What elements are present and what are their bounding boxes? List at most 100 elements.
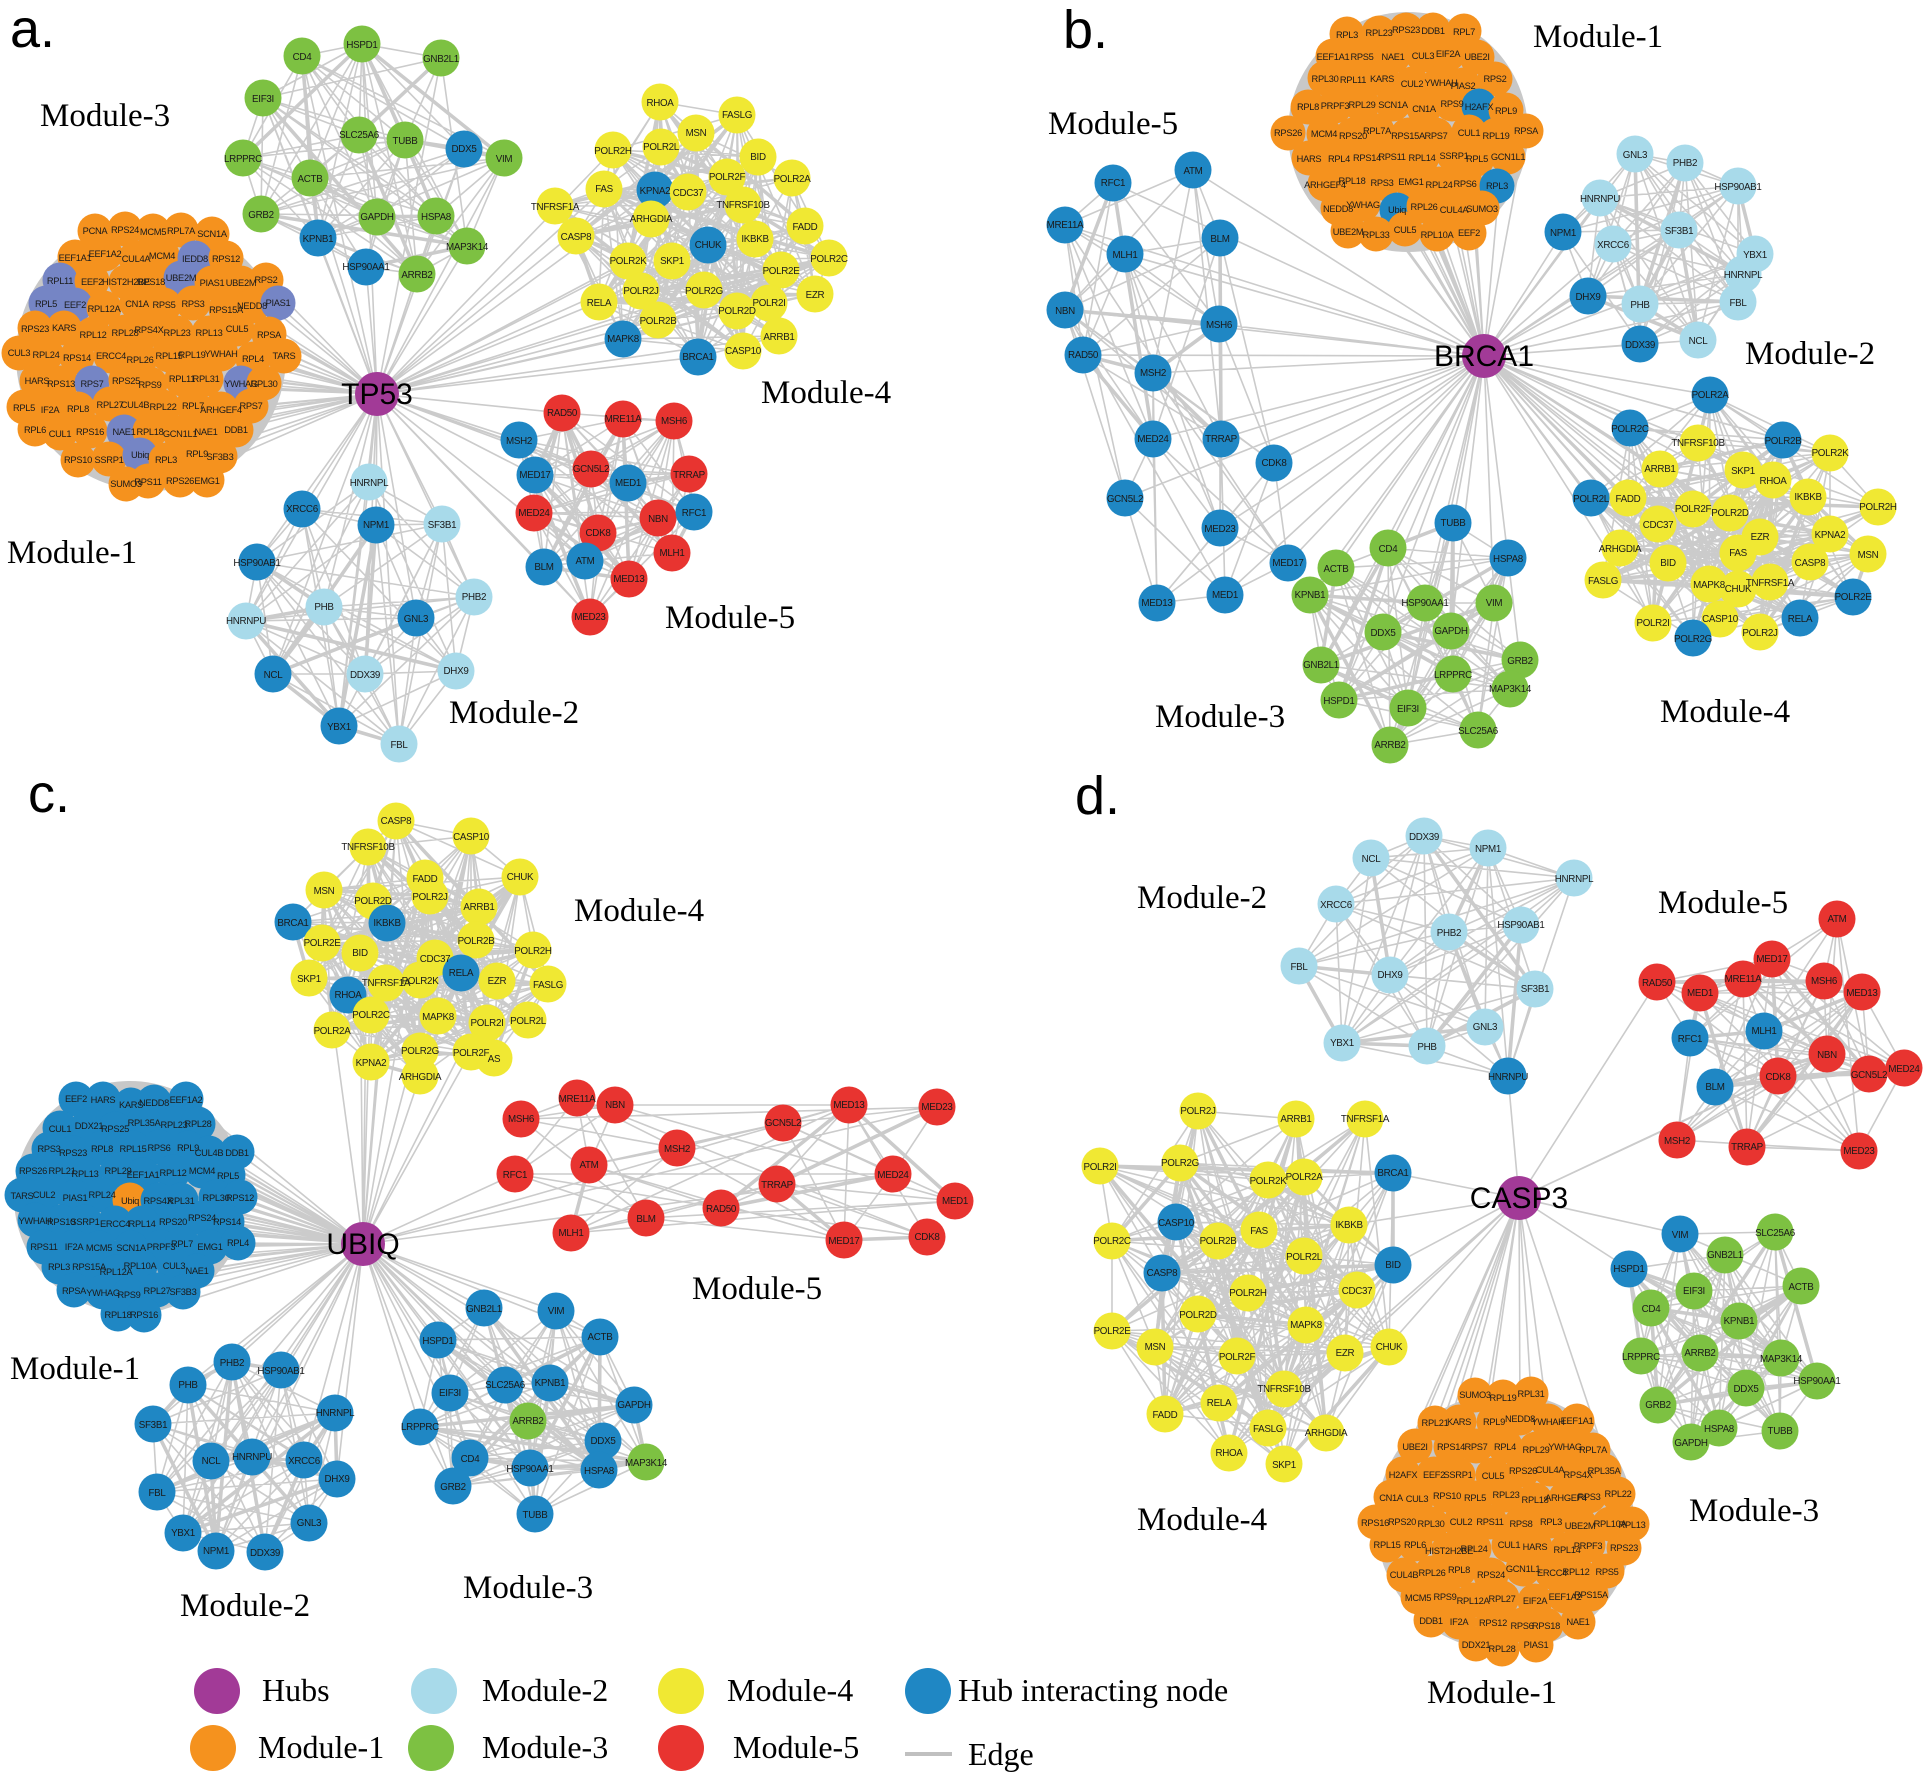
svg-text:NAE1: NAE1 [194, 427, 217, 437]
svg-text:IEDD8: IEDD8 [182, 254, 208, 264]
svg-text:Module-2: Module-2 [180, 1588, 310, 1624]
svg-text:Ubiq: Ubiq [121, 1196, 139, 1206]
svg-text:POLR2B: POLR2B [640, 316, 678, 327]
svg-text:MSH2: MSH2 [506, 436, 532, 447]
svg-text:NEDD8: NEDD8 [1505, 1414, 1535, 1424]
svg-text:SF3B1: SF3B1 [1665, 226, 1693, 237]
svg-text:RPL29: RPL29 [105, 1166, 132, 1176]
svg-text:Module-5: Module-5 [733, 1729, 859, 1765]
svg-text:CHUK: CHUK [695, 240, 722, 251]
svg-text:CN1A: CN1A [1412, 104, 1437, 114]
svg-text:FASLG: FASLG [533, 980, 563, 991]
svg-text:MAPK8: MAPK8 [607, 334, 640, 345]
svg-text:CASP10: CASP10 [1158, 1218, 1195, 1229]
svg-text:RFC1: RFC1 [682, 508, 706, 519]
svg-text:RPL12: RPL12 [160, 1168, 187, 1178]
svg-text:TRRAP: TRRAP [1205, 434, 1237, 445]
svg-text:RPS2: RPS2 [254, 275, 277, 285]
svg-text:ERCC4: ERCC4 [100, 1219, 130, 1229]
svg-text:VIM: VIM [548, 1306, 565, 1317]
svg-text:RPS5: RPS5 [152, 300, 175, 310]
svg-text:DDB1: DDB1 [224, 425, 248, 435]
svg-text:MSN: MSN [1145, 1342, 1166, 1353]
svg-text:HNRNPU: HNRNPU [226, 616, 266, 627]
svg-text:RPL10A: RPL10A [1594, 1519, 1628, 1529]
svg-text:EZR: EZR [488, 976, 507, 987]
svg-text:GAPDH: GAPDH [1674, 1438, 1708, 1449]
svg-text:RPL28: RPL28 [185, 1119, 212, 1129]
svg-text:MAPK8: MAPK8 [1290, 1320, 1323, 1331]
svg-text:XRCC6: XRCC6 [288, 1456, 321, 1467]
svg-text:YWHAG: YWHAG [86, 1288, 120, 1298]
svg-text:HARS: HARS [25, 376, 50, 386]
svg-text:POLR2G: POLR2G [401, 1046, 439, 1057]
svg-text:BID: BID [352, 948, 368, 959]
svg-text:PIAS1: PIAS1 [200, 278, 225, 288]
svg-text:NEDD8: NEDD8 [139, 1098, 169, 1108]
svg-text:RPL9: RPL9 [1483, 1417, 1505, 1427]
svg-text:RPSA: RPSA [1514, 126, 1539, 136]
svg-text:RPS15A: RPS15A [72, 1262, 107, 1272]
svg-text:SCN1A: SCN1A [197, 229, 228, 239]
svg-text:EZR: EZR [1336, 1348, 1355, 1359]
svg-text:RPL29: RPL29 [1523, 1445, 1550, 1455]
svg-text:RPS13: RPS13 [47, 379, 75, 389]
svg-text:XRCC6: XRCC6 [1320, 900, 1353, 911]
svg-text:RPL27: RPL27 [144, 1286, 171, 1296]
svg-text:DDX21: DDX21 [75, 1121, 104, 1131]
svg-text:LRPPRC: LRPPRC [401, 1422, 439, 1433]
svg-text:BID: BID [1385, 1260, 1401, 1271]
svg-text:MED23: MED23 [574, 612, 606, 623]
svg-text:NAE1: NAE1 [1566, 1617, 1589, 1627]
svg-text:EEF1A1: EEF1A1 [1317, 52, 1350, 62]
svg-text:EEF1A2: EEF1A2 [170, 1095, 203, 1105]
svg-text:MSH2: MSH2 [664, 1144, 690, 1155]
svg-text:CUL3: CUL3 [1412, 51, 1435, 61]
svg-text:RPL23: RPL23 [161, 1120, 188, 1130]
svg-text:Module-4: Module-4 [761, 375, 891, 411]
svg-text:EEF2: EEF2 [65, 1094, 87, 1104]
svg-text:KARS: KARS [1370, 74, 1394, 84]
svg-text:CHUK: CHUK [507, 872, 534, 883]
svg-text:RPL3: RPL3 [48, 1262, 70, 1272]
svg-text:RPL18: RPL18 [1522, 1495, 1549, 1505]
svg-text:POLR2I: POLR2I [1636, 618, 1669, 629]
svg-text:CUL4A: CUL4A [1440, 205, 1470, 215]
svg-text:RPL29: RPL29 [1349, 100, 1376, 110]
svg-text:MED1: MED1 [1687, 988, 1713, 999]
svg-text:CUL2: CUL2 [1401, 79, 1424, 89]
svg-text:SLC25A6: SLC25A6 [485, 1380, 526, 1391]
svg-text:RPL12A: RPL12A [100, 1267, 134, 1277]
svg-text:RPL9: RPL9 [177, 1143, 199, 1153]
svg-text:ARHGEF4: ARHGEF4 [1545, 1493, 1587, 1503]
svg-text:RPS15A: RPS15A [209, 305, 244, 315]
svg-text:POLR2C: POLR2C [810, 254, 848, 265]
svg-text:RPL19: RPL19 [1490, 1393, 1517, 1403]
svg-text:MSN: MSN [686, 128, 707, 139]
svg-text:RPL7: RPL7 [182, 401, 204, 411]
svg-text:RPS4X: RPS4X [1564, 1470, 1593, 1480]
svg-text:EEF1A1: EEF1A1 [127, 1170, 160, 1180]
svg-text:GNL3: GNL3 [1623, 150, 1648, 161]
svg-text:RPL8: RPL8 [1297, 102, 1319, 112]
svg-text:FADD: FADD [1616, 494, 1641, 505]
svg-text:RPS11: RPS11 [134, 477, 161, 487]
svg-text:RPL5: RPL5 [35, 299, 57, 309]
svg-text:CUL3: CUL3 [1406, 1494, 1429, 1504]
svg-text:TRRAP: TRRAP [761, 1180, 793, 1191]
svg-text:EIF3I: EIF3I [1683, 1286, 1705, 1297]
svg-text:CHUK: CHUK [1725, 584, 1752, 595]
svg-text:MLH1: MLH1 [1752, 1026, 1777, 1037]
svg-text:POLR2J: POLR2J [1742, 628, 1778, 639]
svg-text:Module-3: Module-3 [463, 1570, 593, 1606]
svg-text:TP53: TP53 [341, 378, 413, 411]
svg-text:RPL6: RPL6 [1404, 1540, 1426, 1550]
svg-text:CUL1: CUL1 [49, 1124, 72, 1134]
svg-text:RPL24: RPL24 [1426, 180, 1453, 190]
svg-text:MED17: MED17 [519, 470, 550, 481]
svg-text:GCN1L1: GCN1L1 [1491, 152, 1526, 162]
svg-text:SLC25A6: SLC25A6 [1458, 726, 1499, 737]
svg-text:Module-1: Module-1 [258, 1729, 384, 1765]
svg-text:RPS23: RPS23 [1610, 1543, 1638, 1553]
svg-text:NPM1: NPM1 [363, 520, 389, 531]
